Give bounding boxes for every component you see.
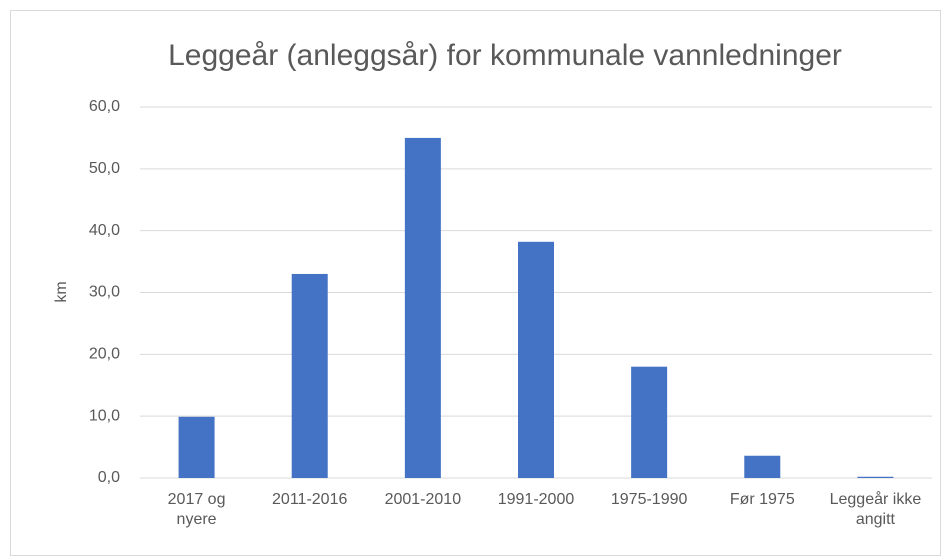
x-tick-label: Før 1975 [729, 491, 795, 508]
x-tick-label-box: 2011-2016 [272, 491, 348, 508]
y-tick-label: 10,0 [89, 407, 120, 424]
y-tick-label: 60,0 [89, 98, 120, 115]
bar [744, 455, 781, 478]
y-tick-label: 40,0 [89, 222, 120, 239]
y-tick-label: 0,0 [98, 469, 120, 486]
x-tick-label-box: 1975-1990 [610, 491, 688, 508]
x-tick-label: 2001-2010 [384, 491, 462, 508]
bar [857, 476, 894, 478]
x-tick-label: 2017 og nyere [167, 491, 226, 528]
bar [631, 366, 668, 478]
chart-border [10, 10, 941, 556]
x-tick-label: 1991-2000 [497, 491, 575, 508]
x-tick-label-box: Før 1975 [729, 491, 795, 508]
bar [178, 416, 215, 478]
x-tick-label: 2011-2016 [272, 491, 348, 508]
x-tick-label-box: Leggeår ikke angitt [829, 491, 922, 528]
x-tick-label-box: 1991-2000 [497, 491, 575, 508]
x-tick-label-box: 2017 og nyere [167, 491, 226, 528]
y-tick-label: 30,0 [89, 284, 120, 301]
x-tick-label: Leggeår ikke angitt [829, 491, 922, 528]
y-axis-label: km [53, 281, 70, 302]
chart-title: Leggeår (anleggsår) for kommunale vannle… [168, 39, 842, 72]
x-tick-label: 1975-1990 [610, 491, 688, 508]
y-tick-label: 50,0 [89, 160, 120, 177]
bar [404, 137, 441, 478]
bar [291, 273, 328, 478]
x-tick-label-box: 2001-2010 [384, 491, 462, 508]
y-tick-label: 20,0 [89, 346, 120, 363]
bar [518, 241, 554, 478]
